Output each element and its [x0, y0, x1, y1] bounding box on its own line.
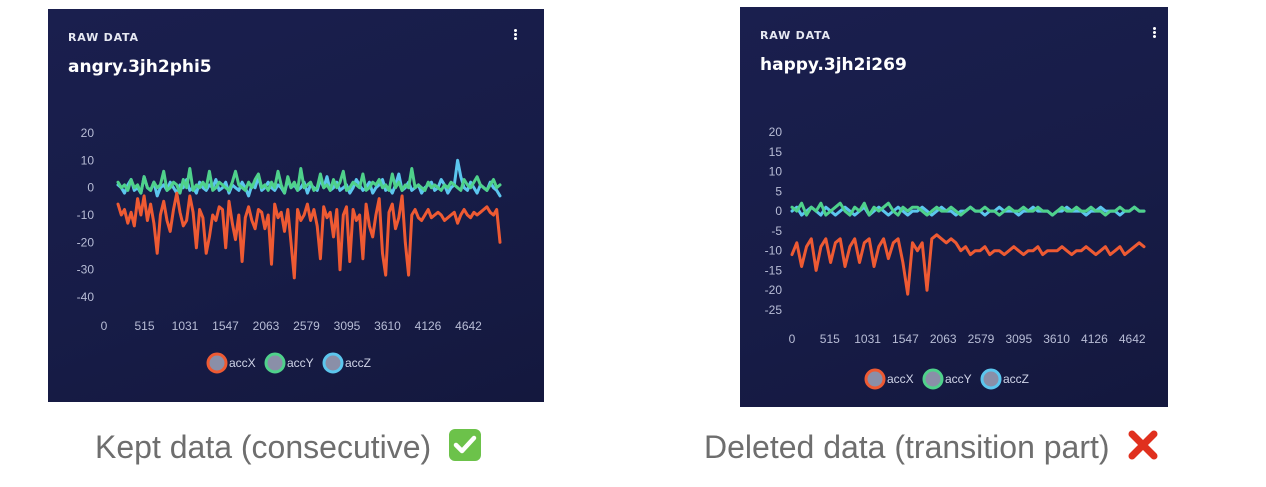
dataset-title: happy.3jh2i269	[760, 55, 907, 75]
y-tick-label: -20	[765, 283, 783, 297]
legend-marker	[206, 352, 228, 374]
legend-item-accx[interactable]: accX	[864, 368, 914, 390]
x-tick-label: 1031	[854, 332, 881, 346]
legend-marker	[264, 352, 286, 374]
more-options-icon[interactable]	[512, 29, 518, 45]
legend-item-accz[interactable]: accZ	[980, 368, 1029, 390]
caption-text: Kept data (consecutive)	[95, 429, 432, 465]
caption-deleted: Deleted data (transition part)	[704, 428, 1160, 466]
raw-data-panel-happy: RAW DATA happy.3jh2i269 20 15 10 5 0 -5 -10 -15…	[740, 7, 1168, 407]
y-tick-label: 10	[81, 153, 95, 167]
x-tick-label: 2579	[293, 319, 320, 333]
x-tick-label: 4126	[1081, 332, 1108, 346]
cross-mark-icon	[1128, 430, 1158, 460]
x-tick-label: 4642	[1119, 332, 1146, 346]
x-tick-label: 3610	[1043, 332, 1070, 346]
legend-label: accY	[287, 356, 314, 370]
check-mark-icon	[449, 429, 482, 461]
legend-marker	[322, 352, 344, 374]
x-tick-label: 2063	[930, 332, 957, 346]
y-tick-label: 0	[87, 181, 94, 195]
x-tick-label: 1547	[212, 319, 239, 333]
x-tick-label: 515	[820, 332, 840, 346]
legend-label: accY	[945, 372, 972, 386]
section-label: RAW DATA	[68, 31, 139, 44]
legend-label: accX	[229, 356, 256, 370]
y-tick-label: -10	[765, 244, 783, 258]
series-line-accx	[790, 233, 1146, 296]
legend-item-accy[interactable]: accY	[922, 368, 972, 390]
x-tick-label: 515	[134, 319, 154, 333]
caption-kept: Kept data (consecutive)	[95, 428, 482, 466]
legend-label: accZ	[345, 356, 371, 370]
legend-marker	[922, 368, 944, 390]
x-tick-label: 4642	[455, 319, 482, 333]
y-tick-label: -10	[77, 208, 95, 222]
y-tick-label: 20	[769, 125, 783, 139]
x-tick-label: 1031	[172, 319, 199, 333]
y-tick-label: -5	[771, 224, 782, 238]
line-chart: 20 10 0 -10 -20 -30 -40 0 515 1031 1547 2063 2579 309…	[77, 126, 502, 374]
legend-item-accz[interactable]: accZ	[322, 352, 371, 374]
more-options-icon[interactable]	[1151, 27, 1157, 43]
caption-text: Deleted data (transition part)	[704, 429, 1110, 465]
y-tick-label: -20	[77, 235, 95, 249]
y-tick-label: 0	[775, 204, 782, 218]
x-tick-label: 2063	[253, 319, 280, 333]
line-chart: 20 15 10 5 0 -5 -10 -15 -20 -25 0 515 1031 1547 2063 25…	[765, 125, 1146, 390]
x-tick-label: 0	[101, 319, 108, 333]
y-tick-label: 5	[775, 184, 782, 198]
legend-marker	[864, 368, 886, 390]
series-line-accy	[116, 167, 502, 195]
x-tick-label: 3610	[374, 319, 401, 333]
series-line-accx	[116, 191, 502, 280]
legend-item-accy[interactable]: accY	[264, 352, 314, 374]
series-line-accy	[790, 201, 1146, 217]
x-tick-label: 0	[789, 332, 796, 346]
y-tick-label: -30	[77, 263, 95, 277]
x-tick-label: 4126	[415, 319, 442, 333]
legend-label: accX	[887, 372, 914, 386]
y-tick-label: 20	[81, 126, 95, 140]
legend-marker	[980, 368, 1002, 390]
y-tick-label: 10	[769, 165, 783, 179]
raw-data-panel-angry: RAW DATA angry.3jh2phi5 20 10 0 -10 -20 -30 -4…	[48, 9, 544, 402]
legend-item-accx[interactable]: accX	[206, 352, 256, 374]
y-tick-label: -25	[765, 303, 783, 317]
dataset-title: angry.3jh2phi5	[68, 57, 212, 77]
section-label: RAW DATA	[760, 29, 831, 42]
x-tick-label: 1547	[892, 332, 919, 346]
x-tick-label: 3095	[334, 319, 361, 333]
x-tick-label: 2579	[968, 332, 995, 346]
y-tick-label: -15	[765, 263, 783, 277]
y-tick-label: 15	[769, 145, 783, 159]
x-tick-label: 3095	[1005, 332, 1032, 346]
legend-label: accZ	[1003, 372, 1029, 386]
y-tick-label: -40	[77, 290, 95, 304]
